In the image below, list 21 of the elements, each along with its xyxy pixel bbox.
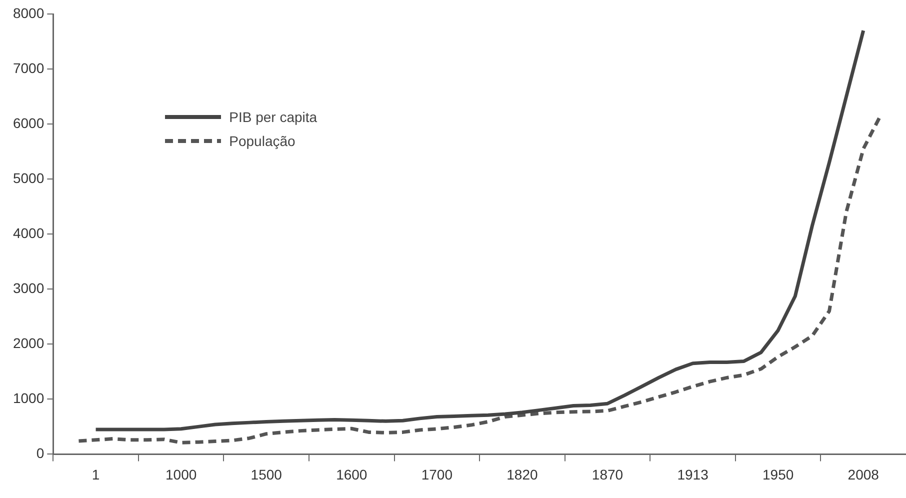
x-tick-label: 1000 <box>165 466 197 482</box>
x-tick-label: 1500 <box>250 466 282 482</box>
x-tick-label: 2008 <box>848 466 880 482</box>
y-tick-label: 3000 <box>12 280 44 296</box>
y-tick-label: 7000 <box>12 60 44 76</box>
x-tick-label: 1913 <box>677 466 709 482</box>
x-tick-label: 1 <box>92 466 100 482</box>
y-tick-label: 5000 <box>12 170 44 186</box>
y-tick-label: 4000 <box>12 224 44 241</box>
x-tick-label: 1870 <box>592 466 624 482</box>
y-tick-label: 2000 <box>12 335 44 352</box>
x-tick-label: 1700 <box>421 466 453 482</box>
legend-label: População <box>229 133 296 149</box>
y-tick-label: 1000 <box>12 390 44 406</box>
legend-label: PIB per capita <box>229 109 318 125</box>
x-tick-label: 1600 <box>336 466 368 482</box>
x-tick-label: 1950 <box>762 466 794 482</box>
y-tick-label: 6000 <box>12 114 44 131</box>
x-tick-label: 1820 <box>506 466 538 482</box>
y-tick-label: 0 <box>36 445 44 462</box>
y-tick-label: 8000 <box>12 4 44 21</box>
